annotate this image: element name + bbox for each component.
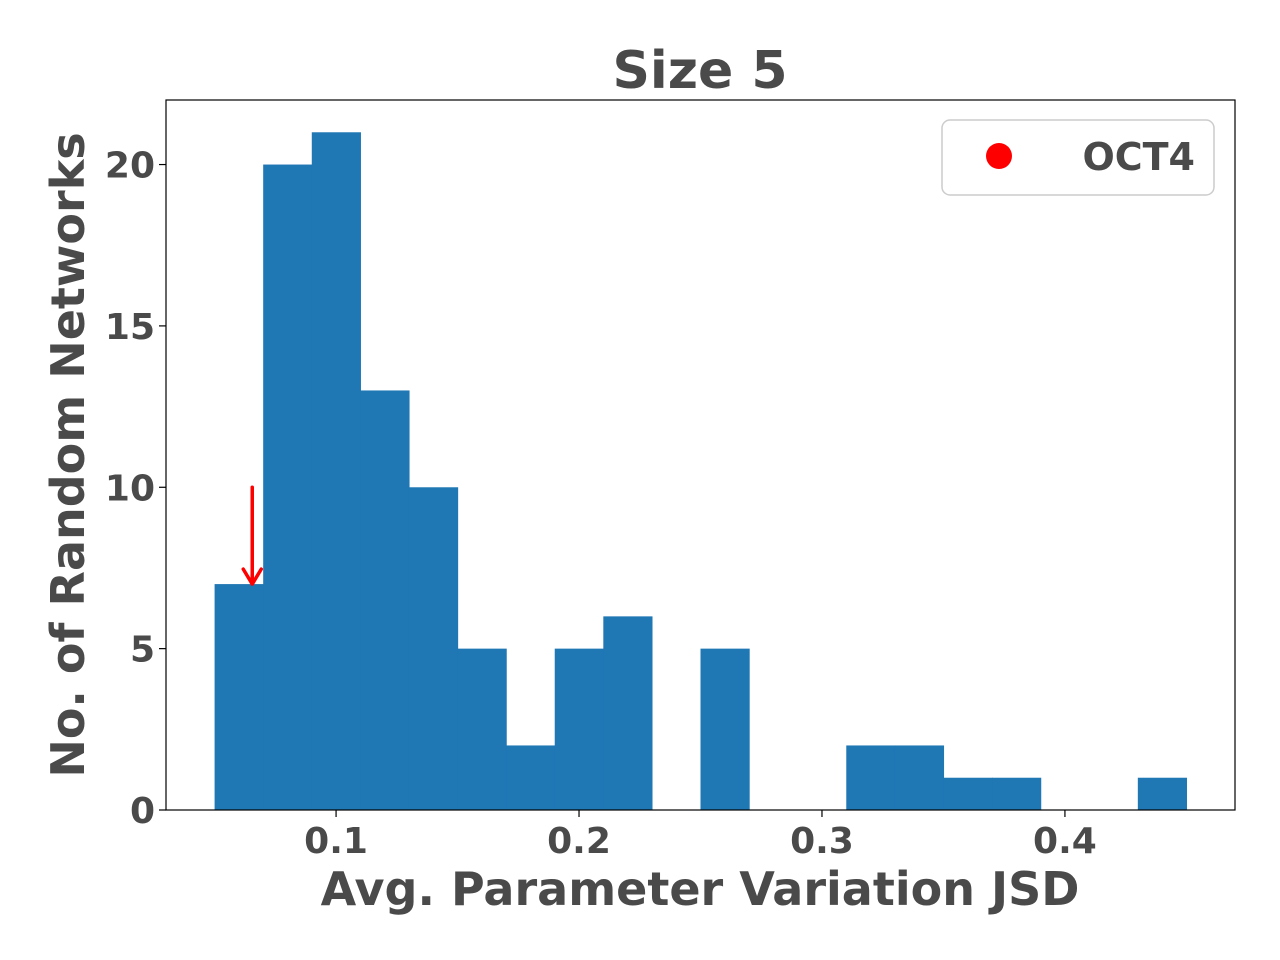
legend-box — [941, 119, 1215, 196]
y-tick-label: 5 — [130, 630, 155, 671]
histogram-bar — [408, 487, 459, 810]
bars-group — [214, 132, 1188, 811]
histogram-bar — [1137, 777, 1188, 810]
x-axis-label: Avg. Parameter Variation JSD — [321, 862, 1080, 916]
x-tick-label: 0.4 — [1033, 821, 1097, 862]
histogram-bar — [311, 132, 361, 811]
histogram-bar — [943, 777, 993, 810]
x-axis: 0.1 0.2 0.3 0.4 — [304, 810, 1097, 862]
histogram-bar — [360, 390, 410, 810]
histogram-bar — [506, 745, 556, 810]
histogram-bar — [263, 164, 313, 810]
histogram-bar — [700, 648, 750, 810]
histogram-bar — [992, 777, 1042, 810]
chart-title: Size 5 — [612, 41, 787, 101]
y-tick-label: 10 — [105, 468, 155, 509]
x-tick-label: 0.1 — [304, 821, 368, 862]
plot-frame — [165, 99, 1236, 811]
histogram-bar — [603, 616, 653, 810]
histogram-bar — [554, 648, 604, 810]
oct4-marker — [241, 485, 263, 586]
y-tick-label: 0 — [130, 791, 155, 832]
legend: OCT4 — [941, 119, 1215, 196]
legend-marker-icon — [986, 143, 1012, 169]
histogram-bar — [457, 648, 507, 810]
x-tick-label: 0.2 — [547, 821, 611, 862]
legend-label: OCT4 — [1082, 135, 1195, 179]
marker-arrow-head-icon — [241, 567, 263, 586]
y-axis: 0 5 10 15 20 — [105, 146, 166, 832]
x-tick-label: 0.3 — [790, 821, 854, 862]
y-axis-label: No. of Random Networks — [41, 132, 95, 777]
histogram-bar — [846, 745, 896, 810]
y-tick-label: 15 — [105, 307, 155, 348]
y-tick-label: 20 — [105, 146, 155, 187]
histogram-bar — [894, 745, 945, 810]
histogram-bar — [214, 584, 264, 810]
